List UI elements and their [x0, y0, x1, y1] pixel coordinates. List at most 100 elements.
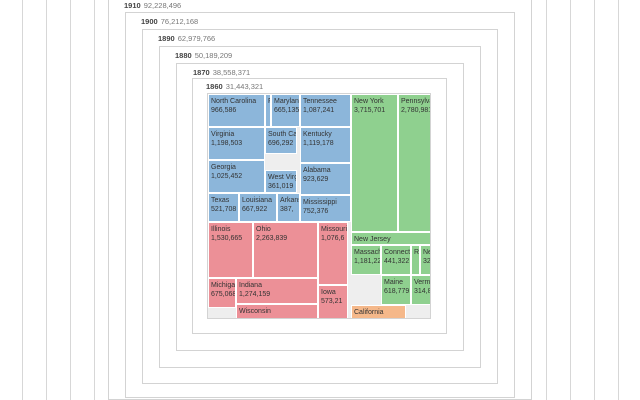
treemap-cell-indiana[interactable]: Indiana 1,274,159 — [236, 278, 318, 304]
treemap-cell-name: Georgia — [211, 164, 236, 171]
year-label-1910-total: 92,228,496 — [143, 1, 182, 10]
treemap-cell-new-jersey[interactable]: New Jersey — [351, 232, 430, 245]
year-label-1890-year: 1890 — [158, 34, 175, 43]
treemap-cell-value: 387, — [280, 206, 294, 213]
treemap-cell-vermont[interactable]: Vermont 314,8 — [411, 275, 430, 305]
treemap-cell-name: Massachusetts — [354, 249, 380, 256]
treemap-cell-name: Pennsylvania — [401, 98, 430, 105]
treemap-cell-north-carolina[interactable]: North Carolina 966,586 — [208, 94, 265, 127]
treemap-cell-name: Indiana — [239, 282, 262, 289]
treemap-cell-new-york[interactable]: New York 3,715,701 — [351, 94, 398, 232]
year-label-1880-total: 50,189,209 — [194, 51, 233, 60]
treemap-cell-value: 2,780,981 — [401, 107, 431, 114]
treemap-cell-value: 667,922 — [242, 206, 268, 213]
treemap-cell-value: 521,708 — [211, 206, 237, 213]
year-label-1900-year: 1900 — [141, 17, 158, 26]
year-label-1880: 1880 50,189,209 — [175, 51, 232, 60]
treemap-cell-value: 1,087,241 — [303, 107, 335, 114]
treemap-cell-west-virginia[interactable]: West Virginia 361,019 — [265, 170, 297, 193]
treemap-cell-florida[interactable]: Florida — [265, 94, 271, 127]
year-label-1880-year: 1880 — [175, 51, 192, 60]
treemap-cell-name: Maryland — [274, 98, 300, 105]
treemap-cell-name: West Virginia — [268, 174, 297, 181]
treemap-cell-value: 573,21 — [321, 298, 343, 305]
treemap-cell-missouri[interactable]: Missouri 1,076,6 — [318, 222, 348, 285]
treemap-cell-value: 361,019 — [268, 183, 294, 190]
year-label-1900: 1900 76,212,168 — [141, 17, 198, 26]
treemap-cell-name: Virginia — [211, 131, 235, 138]
year-label-1860: 1860 31,443,321 — [206, 82, 263, 91]
treemap-cell-kentucky[interactable]: Kentucky 1,119,178 — [300, 127, 351, 163]
treemap-cell-maryland[interactable]: Maryland 665,135 — [271, 94, 300, 127]
treemap-cell-name: Louisiana — [242, 197, 272, 204]
treemap-cell-value: 675,068 — [211, 291, 236, 298]
treemap-cell-name: New York — [354, 98, 384, 105]
year-label-1870: 1870 38,558,371 — [193, 68, 250, 77]
year-label-1860-total: 31,443,321 — [225, 82, 264, 91]
treemap-cell-name: Arkansas — [280, 197, 299, 204]
treemap-cell-louisiana[interactable]: Louisiana 667,922 — [239, 193, 277, 222]
treemap-cell-tennessee[interactable]: Tennessee 1,087,241 — [300, 94, 351, 127]
treemap-cell-value: 1,530,665 — [211, 235, 243, 242]
treemap-cell-value: 966,586 — [211, 107, 237, 114]
treemap-cell-name: Maine — [384, 279, 404, 286]
treemap-cell-value: 665,135 — [274, 107, 300, 114]
treemap-cell-name: Rhode Island — [414, 249, 420, 256]
treemap-cell-value: 324 — [423, 258, 431, 265]
treemap-cell-texas[interactable]: Texas 521,708 — [208, 193, 239, 222]
treemap-cell-new-hampshire[interactable]: New Hampshire 324 — [420, 245, 431, 275]
treemap-cell-name: Connecticut — [384, 249, 411, 256]
treemap-cell-value: 1,274,159 — [239, 291, 271, 298]
treemap-cell-name: Kentucky — [303, 131, 332, 138]
treemap-cell-virginia[interactable]: Virginia 1,198,503 — [208, 127, 265, 160]
treemap-cell-maine[interactable]: Maine 618,779 — [381, 275, 411, 305]
treemap-cell-value: 696,292 — [268, 140, 294, 147]
treemap-cell-wisconsin[interactable]: Wisconsin — [236, 304, 318, 318]
treemap-cell-name: Ohio — [256, 226, 271, 233]
treemap-cell-name: Tennessee — [303, 98, 337, 105]
treemap-cell-name: Mississippi — [303, 199, 337, 206]
treemap-cell-rhode-island[interactable]: Rhode Island — [411, 245, 420, 275]
treemap-cell-name: New Jersey — [354, 236, 391, 243]
gridline-0 — [22, 0, 23, 400]
treemap-cell-name: Wisconsin — [239, 308, 271, 315]
treemap-cell-name: Iowa — [321, 289, 336, 296]
treemap-cell-name: Florida — [268, 97, 270, 106]
year-label-1910: 1910 92,228,496 — [124, 1, 181, 10]
treemap-cell-value: 618,779 — [384, 288, 410, 295]
treemap-cell-value: 1,198,503 — [211, 140, 243, 147]
treemap-cell-georgia[interactable]: Georgia 1,025,452 — [208, 160, 265, 193]
treemap-cell-pennsylvania[interactable]: Pennsylvania 2,780,981 — [398, 94, 431, 232]
treemap-cell-south-carolina[interactable]: South Carolina 696,292 — [265, 127, 297, 154]
treemap-cell-ohio[interactable]: Ohio 2,263,839 — [253, 222, 318, 278]
treemap-cell-value: 2,263,839 — [256, 235, 288, 242]
treemap-cell-name: North Carolina — [211, 98, 257, 105]
treemap-cell-connecticut[interactable]: Connecticut 441,322 — [381, 245, 411, 275]
treemap-cell-alabama[interactable]: Alabama 923,629 — [300, 163, 351, 195]
treemap-cell-value: 3,715,701 — [354, 107, 386, 114]
treemap-cell-name: Illinois — [211, 226, 231, 233]
gridline-7 — [618, 0, 619, 400]
year-label-1870-total: 38,558,371 — [212, 68, 251, 77]
treemap-1860: North Carolina 966,586 Florida Maryland 665,… — [207, 93, 431, 319]
treemap-cell-arkansas[interactable]: Arkansas 387, — [277, 193, 300, 222]
treemap-cell-value: 1,119,178 — [303, 140, 334, 147]
treemap-cell-value: 752,376 — [303, 208, 329, 215]
treemap-cell-name: South Carolina — [268, 131, 297, 138]
treemap-cell-michigan[interactable]: Michigan 675,068 — [208, 278, 236, 308]
treemap-cell-value: 923,629 — [303, 176, 329, 183]
gridline-5 — [570, 0, 571, 400]
treemap-cell-mississippi[interactable]: Mississippi 752,376 — [300, 195, 351, 222]
treemap-cell-massachusetts[interactable]: Massachusetts 1,181,22 — [351, 245, 381, 275]
treemap-cell-illinois[interactable]: Illinois 1,530,665 — [208, 222, 253, 278]
treemap-cell-california[interactable]: California — [351, 305, 406, 318]
gridline-3 — [94, 0, 95, 400]
treemap-cell-value: 441,322 — [384, 258, 410, 265]
treemap-cell-iowa[interactable]: Iowa 573,21 — [318, 285, 348, 318]
year-label-1890: 1890 62,979,766 — [158, 34, 215, 43]
year-label-1900-total: 76,212,168 — [160, 17, 199, 26]
gridline-4 — [546, 0, 547, 400]
year-label-1870-year: 1870 — [193, 68, 210, 77]
gridline-2 — [70, 0, 71, 400]
year-label-1860-year: 1860 — [206, 82, 223, 91]
